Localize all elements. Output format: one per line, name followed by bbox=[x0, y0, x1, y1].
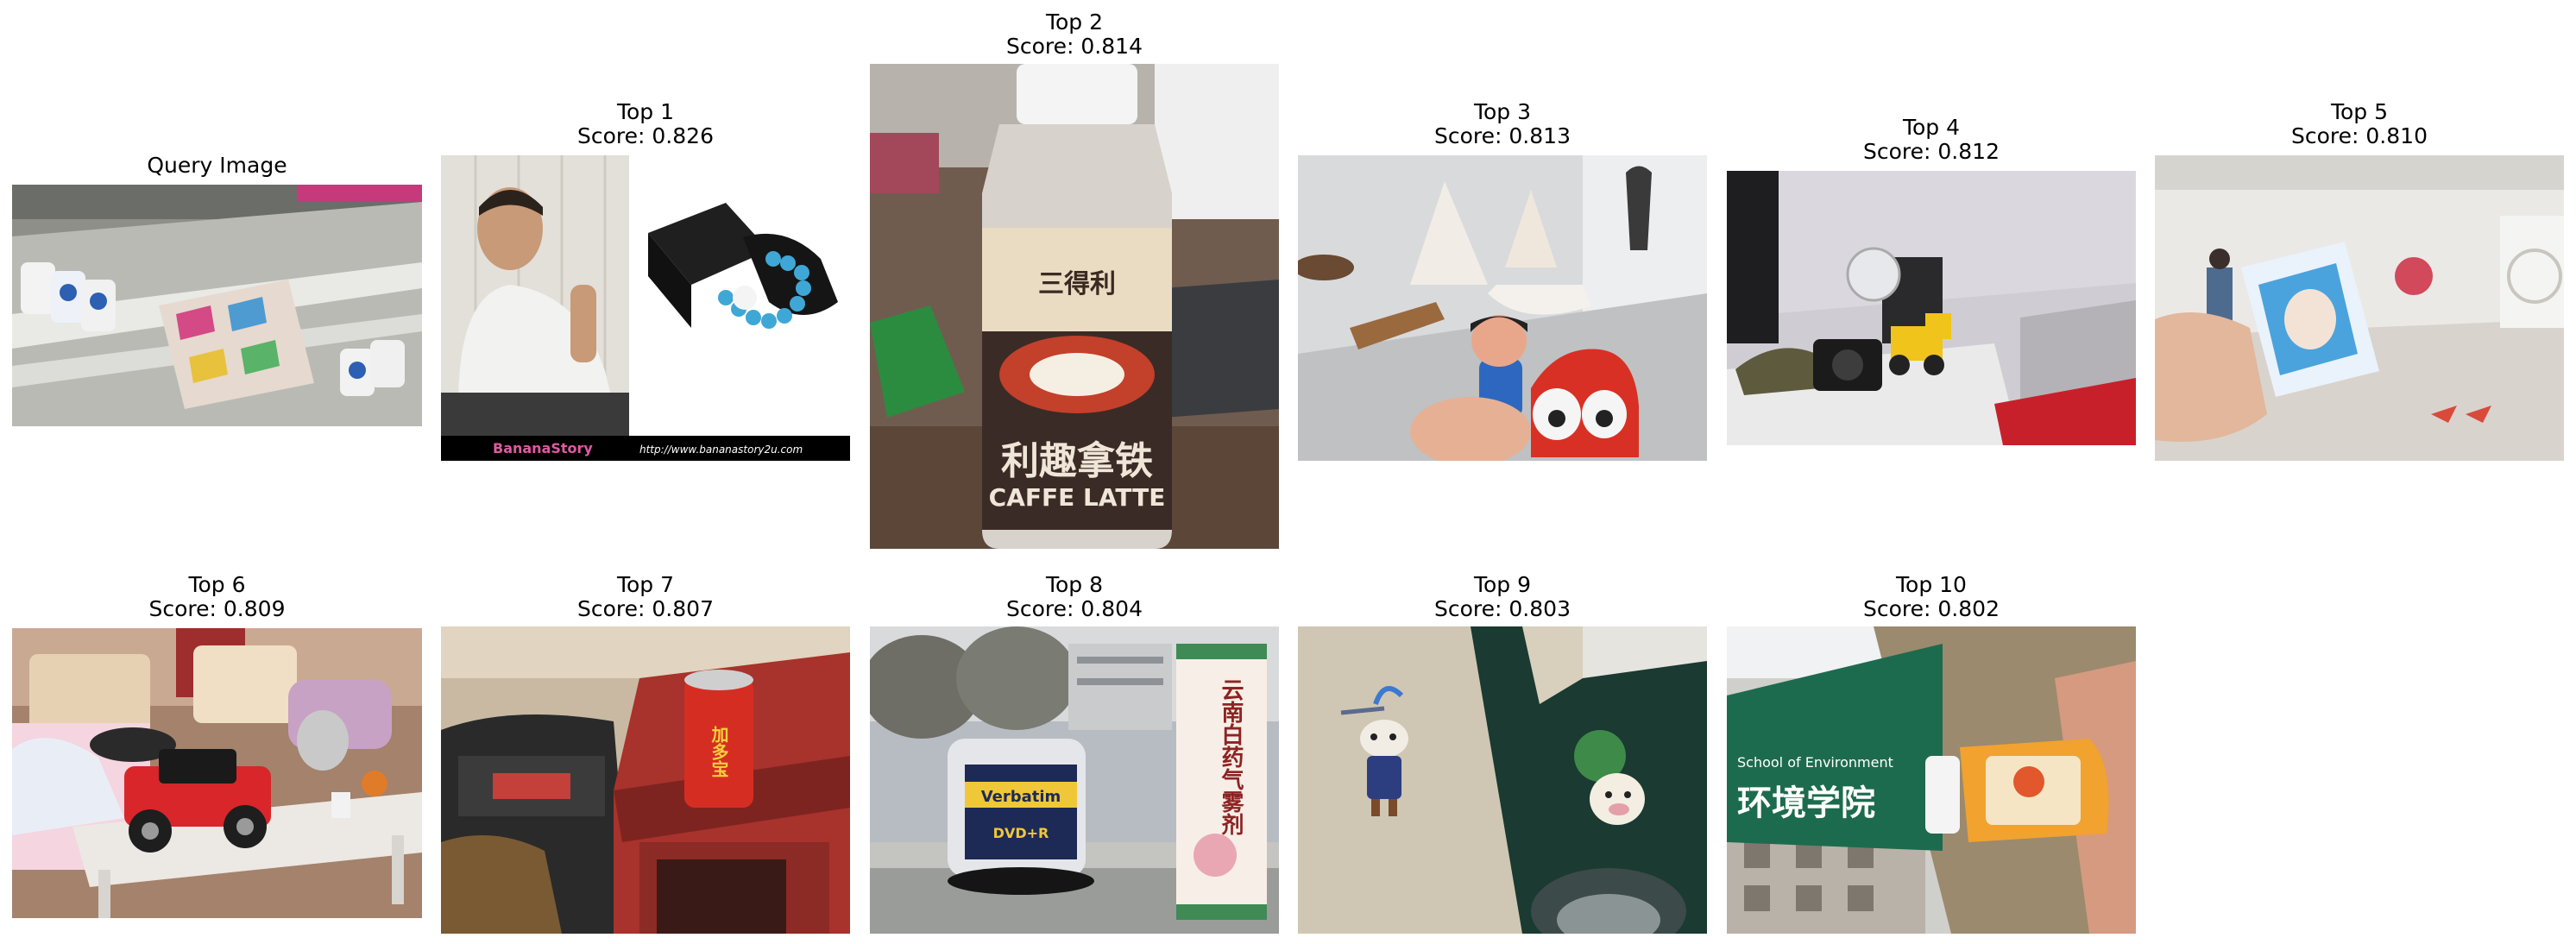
result-panel-top-4: Top 4 Score: 0.812 bbox=[1727, 114, 2136, 447]
result-panel-top-10: Top 10 Score: 0.802 School of Environmen… bbox=[1727, 571, 2136, 935]
sign-chinese: 环境学院 bbox=[1737, 784, 1875, 823]
panel-title: Query Image bbox=[147, 153, 287, 178]
panel-title: Top 2 bbox=[1045, 9, 1104, 35]
result-image-top-5 bbox=[2155, 155, 2564, 461]
result-image-top-10: School of Environment 环境学院 bbox=[1727, 626, 2136, 934]
panel-score: Score: 0.809 bbox=[148, 596, 286, 621]
result-panel-top-6: Top 6 Score: 0.809 bbox=[12, 571, 422, 920]
result-panel-top-8: Top 8 Score: 0.804 Verbatim DVD+R 云南白药气雾… bbox=[870, 571, 1279, 935]
spindle-text: Verbatim bbox=[981, 788, 1061, 806]
result-image-top-6 bbox=[12, 628, 422, 918]
banner-url: http://www.bananastory2u.com bbox=[639, 444, 803, 456]
banner-brand: BananaStory bbox=[493, 440, 593, 456]
panel-title: Top 9 bbox=[1473, 572, 1532, 597]
bottle-label-sub: CAFFE LATTE bbox=[989, 483, 1166, 512]
result-image-top-1: BananaStory http://www.bananastory2u.com bbox=[441, 155, 850, 461]
result-image-top-3 bbox=[1298, 155, 1707, 461]
panel-score: Score: 0.803 bbox=[1434, 596, 1571, 621]
panel-title: Top 5 bbox=[2330, 99, 2389, 124]
panel-score: Score: 0.807 bbox=[577, 596, 714, 621]
panel-title: Top 1 bbox=[616, 99, 675, 124]
query-image bbox=[12, 185, 422, 426]
result-panel-top-3: Top 3 Score: 0.813 bbox=[1298, 98, 1707, 463]
panel-score: Score: 0.826 bbox=[577, 123, 714, 148]
panel-score: Score: 0.810 bbox=[2291, 123, 2428, 148]
result-panel-top-9: Top 9 Score: 0.803 bbox=[1298, 571, 1707, 935]
result-image-top-7: 加多宝 bbox=[441, 626, 850, 934]
panel-score: Score: 0.804 bbox=[1006, 596, 1143, 621]
panel-title: Top 6 bbox=[188, 572, 246, 597]
bottle-label-top: 三得利 bbox=[1038, 269, 1116, 299]
result-panel-top-5: Top 5 Score: 0.810 bbox=[2155, 98, 2564, 463]
result-panel-top-1: Top 1 Score: 0.826 BananaStory bbox=[441, 98, 850, 461]
panel-title: Top 3 bbox=[1473, 99, 1532, 124]
panel-title: Top 10 bbox=[1896, 572, 1967, 597]
panel-score: Score: 0.802 bbox=[1863, 596, 2000, 621]
can-text: 加多宝 bbox=[709, 726, 729, 777]
result-panel-top-2: Top 2 Score: 0.814 三得利 利趣拿铁 CAFFE LATTE bbox=[870, 9, 1279, 552]
bottle-label-main: 利趣拿铁 bbox=[1001, 439, 1153, 483]
panel-title: Top 8 bbox=[1045, 572, 1104, 597]
sign-english: School of Environment bbox=[1737, 754, 1893, 771]
box-text: 云南白药气雾剂 bbox=[1218, 678, 1244, 835]
panel-title: Top 4 bbox=[1902, 115, 1961, 140]
result-panel-top-7: Top 7 Score: 0.807 加多宝 bbox=[441, 571, 850, 935]
result-image-top-9 bbox=[1298, 626, 1707, 934]
result-image-top-8: Verbatim DVD+R 云南白药气雾剂 bbox=[870, 626, 1279, 934]
result-image-top-2: 三得利 利趣拿铁 CAFFE LATTE bbox=[870, 64, 1279, 549]
panel-score: Score: 0.813 bbox=[1434, 123, 1571, 148]
panel-title: Top 7 bbox=[616, 572, 675, 597]
dvd-text: DVD+R bbox=[993, 825, 1049, 841]
result-image-top-4 bbox=[1727, 171, 2136, 445]
panel-score: Score: 0.814 bbox=[1006, 34, 1143, 59]
panel-score: Score: 0.812 bbox=[1863, 139, 2000, 164]
query-panel: Query Image bbox=[12, 152, 422, 430]
